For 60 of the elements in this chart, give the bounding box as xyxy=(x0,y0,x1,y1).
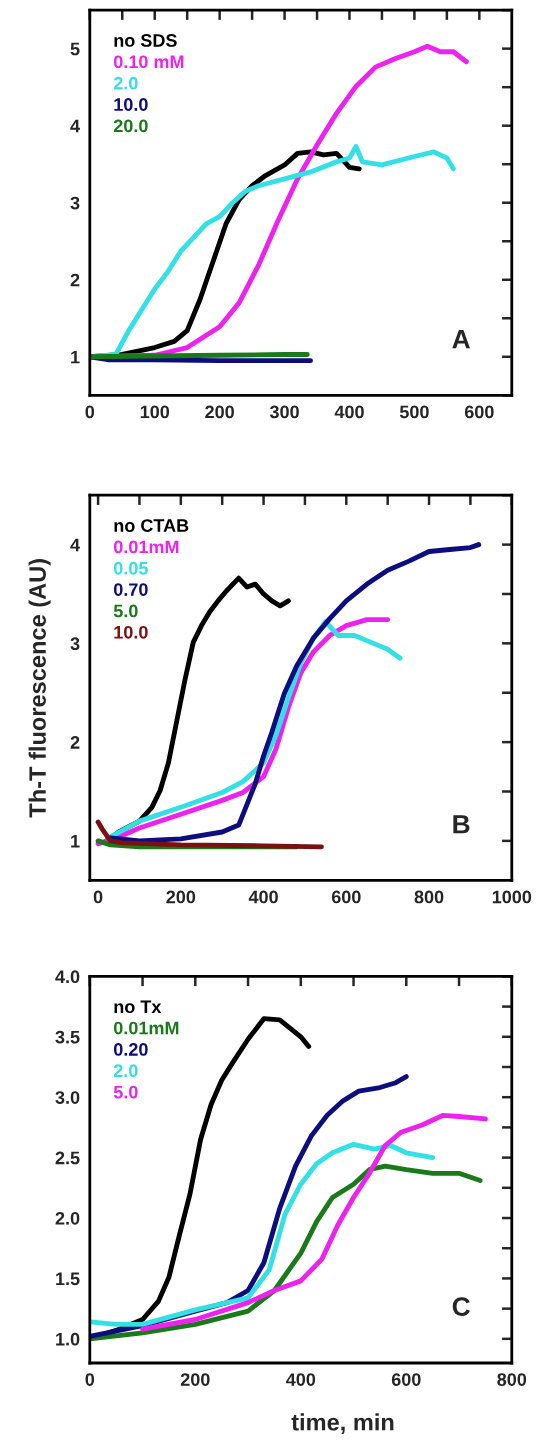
line-series xyxy=(89,1163,483,1342)
x-tick-label: 400 xyxy=(286,1373,316,1386)
y-tick-label: 2 xyxy=(70,736,80,749)
line-series xyxy=(89,1141,436,1327)
x-tick-label: 100 xyxy=(140,405,170,419)
y-tick-label: 3.0 xyxy=(55,1091,80,1104)
x-tick-label: 0 xyxy=(93,890,103,904)
y-tick-label: 2.5 xyxy=(55,1151,80,1165)
text: no CTAB xyxy=(114,519,189,532)
text: no SDS xyxy=(114,34,177,47)
x-tick-label: 200 xyxy=(180,1373,210,1386)
text: 0.10 mM xyxy=(113,55,184,69)
x-tick-label: 400 xyxy=(334,405,364,419)
annotation: B xyxy=(453,815,470,834)
y-tick-label: 1 xyxy=(71,835,80,848)
text: 10.0 xyxy=(114,625,148,639)
x-tick-label: 1000 xyxy=(492,890,532,904)
x-tick-label: 400 xyxy=(248,890,278,904)
y-tick-label: 4 xyxy=(70,119,80,133)
y-tick-label: 4.0 xyxy=(55,970,80,984)
text: 0.01mM xyxy=(113,540,179,554)
text: 10.0 xyxy=(114,98,148,111)
x-tick-label: 300 xyxy=(269,405,299,419)
y-tick-label: 2.0 xyxy=(55,1211,80,1225)
text: 2.0 xyxy=(113,76,138,90)
x-tick-label: 500 xyxy=(399,405,429,419)
x-tick-label: 200 xyxy=(166,890,196,904)
text: 0.20 xyxy=(113,1043,148,1056)
y-tick-label: 3 xyxy=(70,637,80,651)
y-tick-label: 1.5 xyxy=(56,1272,80,1286)
x-tick-label: 0 xyxy=(85,405,95,419)
x-axis-title: time, min xyxy=(291,1413,394,1435)
text: no Tx xyxy=(114,1000,162,1014)
y-tick-label: 4 xyxy=(70,538,80,552)
y-axis-title: Th-T fluorescence (AU) xyxy=(28,559,51,818)
y-tick-label: 5 xyxy=(70,42,80,56)
x-tick-label: 0 xyxy=(85,1373,95,1386)
x-tick-label: 200 xyxy=(205,405,234,419)
text: 0.05 xyxy=(113,561,148,575)
y-tick-label: 3.5 xyxy=(55,1030,80,1044)
text: 2.0 xyxy=(113,1064,138,1078)
y-tick-label: 1.0 xyxy=(56,1332,80,1346)
text: 0.01mM xyxy=(113,1021,179,1035)
x-tick-label: 800 xyxy=(414,890,444,904)
x-tick-label: 600 xyxy=(464,405,494,419)
y-tick-label: 2 xyxy=(70,273,80,287)
text: 0.70 xyxy=(113,583,148,596)
x-tick-label: 600 xyxy=(331,890,361,904)
text: 20.0 xyxy=(113,119,148,133)
y-tick-label: 1 xyxy=(71,350,80,364)
line-series xyxy=(108,542,482,844)
line-series xyxy=(95,819,324,850)
text: 5.0 xyxy=(113,604,138,618)
line-series xyxy=(140,1112,488,1332)
text: 5.0 xyxy=(113,1085,138,1099)
y-tick-label: 3 xyxy=(70,196,80,210)
x-tick-label: 600 xyxy=(391,1373,421,1386)
annotation: C xyxy=(452,1297,470,1316)
x-tick-label: 800 xyxy=(497,1373,527,1386)
annotation: A xyxy=(452,330,470,349)
